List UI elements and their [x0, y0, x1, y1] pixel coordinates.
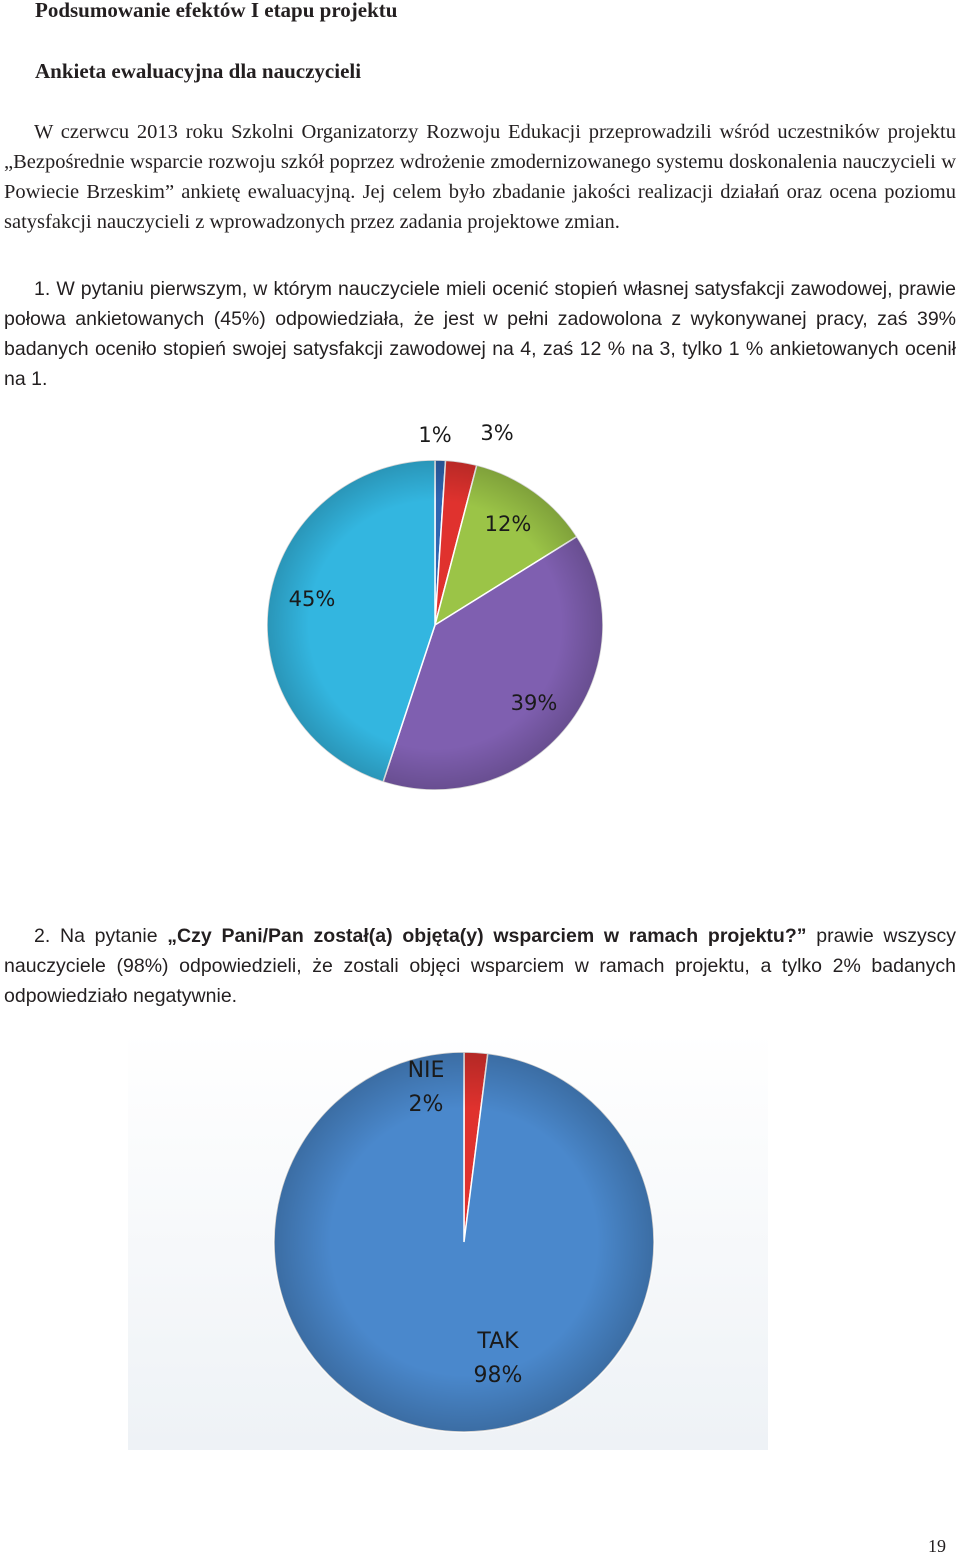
question-1-paragraph: 1. W pytaniu pierwszym, w którym nauczyc…: [4, 278, 956, 390]
intro-paragraph: W czerwcu 2013 roku Szkolni Organizatorz…: [4, 121, 956, 233]
page-heading: Podsumowanie efektów I etapu projektu: [35, 0, 398, 22]
pie1-label-0-0: 1%: [418, 423, 451, 447]
pie1-label-1-0: 3%: [480, 421, 513, 445]
pie1-label-2-0: 12%: [485, 512, 532, 536]
question-2-rest: prawie wszyscy nauczyciele (98%) odpowie…: [4, 925, 956, 1007]
pie1-label-3-0: 39%: [511, 691, 558, 715]
pie2-label-0-1: 2%: [409, 1092, 444, 1117]
question-2-paragraph: 2. Na pytanie „Czy Pani/Pan został(a) ob…: [4, 921, 956, 1011]
question-2-quote: „Czy Pani/Pan został(a) objęta(y) wsparc…: [167, 925, 807, 947]
pie2-slice-1: [273, 1051, 655, 1433]
question-2-lead: 2. Na pytanie: [34, 925, 168, 947]
page-number: 19: [928, 1536, 946, 1556]
pie1-label-4-0: 45%: [289, 587, 336, 611]
section-heading: Ankieta ewaluacyjna dla nauczycieli: [35, 59, 362, 83]
satisfaction-pie-chart: 1% 3% 12% 39% 45%: [266, 421, 604, 791]
support-pie-chart: NIE 2% TAK 98%: [128, 1030, 768, 1450]
pie2-label-0-0: NIE: [408, 1058, 445, 1083]
pie2-label-1-0: TAK: [476, 1329, 519, 1354]
pie2-label-1-1: 98%: [474, 1363, 523, 1388]
